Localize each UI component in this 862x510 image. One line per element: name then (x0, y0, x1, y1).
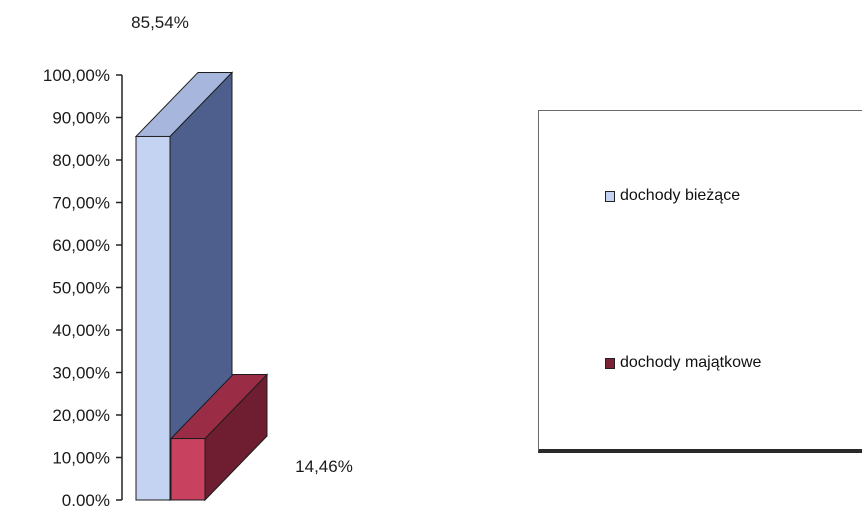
bar-dochody-majatkowe-front (170, 438, 206, 501)
legend-swatch-dochody-biezace (605, 190, 615, 202)
legend-item-dochody-biezace: dochody bieżące (605, 187, 740, 205)
legend-label-dochody-majatkowe: dochody majątkowe (620, 354, 762, 371)
y-tick-label: 10,00% (52, 449, 110, 468)
legend-label-dochody-biezace: dochody bieżące (620, 187, 741, 204)
y-tick-label: 80,00% (52, 151, 110, 170)
y-tick-label: 20,00% (52, 406, 110, 425)
chart-legend: dochody bieżące dochody majątkowe (538, 110, 862, 453)
bar-dochody-biezace-front (135, 135, 171, 501)
y-tick-label: 100,00% (43, 66, 110, 85)
y-tick-label: 0.00% (62, 491, 110, 510)
data-label-dochody-majatkowe: 14,46% (295, 457, 353, 476)
y-tick-label: 40,00% (52, 321, 110, 340)
bar-dochody-biezace (134, 71, 234, 502)
y-tick-label: 60,00% (52, 236, 110, 255)
legend-swatch-dochody-majatkowe (605, 357, 615, 369)
y-tick-label: 90,00% (52, 109, 110, 128)
y-tick-label: 50,00% (52, 279, 110, 298)
bar-dochody-majatkowe (169, 373, 269, 502)
y-tick-label: 70,00% (52, 194, 110, 213)
y-tick-label: 30,00% (52, 364, 110, 383)
legend-item-dochody-majatkowe: dochody majątkowe (605, 354, 761, 372)
data-label-dochody-biezace: 85,54% (131, 13, 189, 32)
